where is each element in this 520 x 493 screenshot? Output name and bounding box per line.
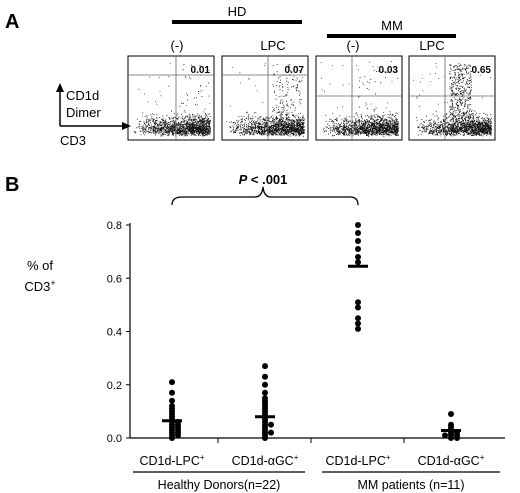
panel-b-label: B <box>5 174 19 196</box>
data-point <box>268 429 274 436</box>
y-axis-label-line1: CD1d <box>66 88 99 103</box>
flow-events <box>134 62 211 137</box>
hd-lpc-label: LPC <box>260 38 285 53</box>
flow-gate-percentage: 0.07 <box>285 65 305 76</box>
category-label-sup: + <box>480 453 485 462</box>
data-point <box>169 379 175 386</box>
significance-brace <box>171 186 359 206</box>
category-labels: CD1d-LPC+ CD1d-αGC+ CD1d-LPC+ CD1d-αGC+ <box>139 453 484 468</box>
category-label: CD1d-αGC+ <box>232 453 299 468</box>
y-axis-arrowhead <box>56 83 64 92</box>
dot-plot-axes: 0.0 0.2 0.4 0.6 0.8 <box>107 220 505 445</box>
category-label: CD1d-LPC+ <box>139 453 204 468</box>
flow-axis-key: CD1d Dimer CD3 <box>56 83 131 148</box>
group-label-healthy-donors: Healthy Donors(n=22) <box>158 478 281 492</box>
y-axis-title: CD3+ <box>24 278 55 294</box>
flow-events <box>320 61 399 137</box>
data-point <box>442 432 448 439</box>
flow-plot-hd-neg: 0.01 <box>127 55 215 141</box>
hd-group-label: HD <box>228 4 247 19</box>
mm-lpc-label: LPC <box>419 38 444 53</box>
flow-plots: 0.01 0.07 0.03 0.65 <box>127 55 496 141</box>
series-4 <box>441 411 461 441</box>
data-point <box>169 397 175 404</box>
x-axis-label: CD3 <box>60 133 86 148</box>
flow-plot-hd-lpc: 0.07 <box>221 55 309 141</box>
data-point <box>175 432 181 439</box>
y-axis-title-line1: % of <box>27 258 53 273</box>
data-point <box>448 435 454 441</box>
data-point <box>262 381 268 388</box>
data-point <box>355 259 361 266</box>
y-tick-label: 0.0 <box>107 433 122 445</box>
data-point <box>454 435 460 441</box>
flow-gate-percentage: 0.03 <box>379 65 399 76</box>
data-point <box>262 363 268 370</box>
y-tick-label: 0.6 <box>107 273 122 285</box>
category-label: CD1d-αGC+ <box>418 453 485 468</box>
category-label: CD1d-LPC+ <box>325 453 390 468</box>
series-1 <box>162 379 182 441</box>
data-point <box>169 435 175 441</box>
flow-gate-percentage: 0.01 <box>191 65 211 76</box>
data-point <box>355 299 361 306</box>
p-value-text: < .001 <box>247 172 287 187</box>
category-label-sup: + <box>200 453 205 462</box>
category-label-text: CD1d-αGC <box>418 454 480 468</box>
y-tick-label: 0.4 <box>107 327 122 339</box>
series-2 <box>255 363 275 441</box>
data-point <box>262 389 268 396</box>
data-point <box>262 435 268 441</box>
data-point <box>355 320 361 327</box>
data-point <box>355 245 361 252</box>
mm-group-label: MM <box>381 18 403 33</box>
data-point <box>355 229 361 236</box>
y-axis-title-sup: + <box>50 278 55 288</box>
category-label-text: CD1d-LPC <box>325 454 385 468</box>
flow-events <box>226 62 305 137</box>
mm-neg-label: (-) <box>347 38 360 53</box>
data-point <box>355 222 361 228</box>
x-axis-arrowhead <box>122 122 131 130</box>
hd-neg-label: (-) <box>171 38 184 53</box>
y-tick-label: 0.2 <box>107 380 122 392</box>
data-point <box>355 304 361 311</box>
category-label-sup: + <box>386 453 391 462</box>
group-label-mm-patients: MM patients (n=11) <box>357 478 464 492</box>
data-point <box>268 421 274 428</box>
category-label-text: CD1d-αGC <box>232 454 294 468</box>
p-value-symbol: P <box>239 172 248 187</box>
data-point <box>355 315 361 322</box>
p-value: P < .001 <box>239 172 288 187</box>
panel-a-label: A <box>5 11 19 33</box>
group-labels: Healthy Donors(n=22) MM patients (n=11) <box>133 471 500 492</box>
y-axis-title-line2: CD3 <box>24 279 50 294</box>
category-label-text: CD1d-LPC <box>139 454 199 468</box>
flow-gate-percentage: 0.65 <box>472 65 492 76</box>
dot-plot-points <box>162 222 461 441</box>
data-point <box>169 389 175 396</box>
data-point <box>355 237 361 244</box>
data-point <box>448 411 454 418</box>
data-point <box>355 325 361 332</box>
series-3 <box>348 222 368 332</box>
data-point <box>262 373 268 380</box>
y-axis-label-line2: Dimer <box>66 105 101 120</box>
data-point <box>355 253 361 260</box>
flow-plot-mm-neg: 0.03 <box>315 55 403 141</box>
y-tick-label: 0.8 <box>107 220 122 232</box>
flow-plot-mm-lpc: 0.65 <box>408 55 496 141</box>
category-label-sup: + <box>294 453 299 462</box>
flow-events <box>413 62 492 137</box>
